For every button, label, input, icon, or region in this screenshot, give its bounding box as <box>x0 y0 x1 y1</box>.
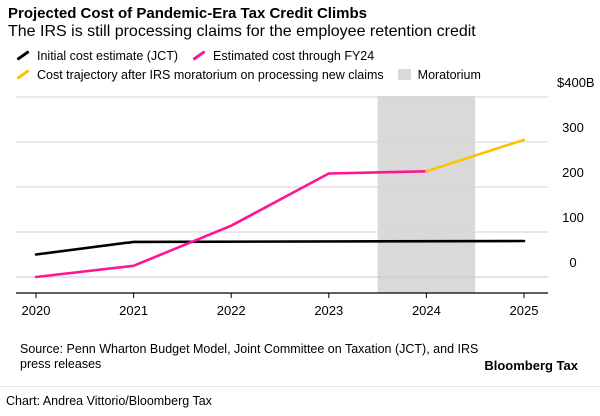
x-tick-label: 2023 <box>314 303 343 318</box>
legend-swatch-moratorium <box>397 69 411 80</box>
y-tick-label: 100 <box>562 210 584 225</box>
legend-item-fy24: Estimated cost through FY24 <box>192 49 374 63</box>
series-line-fy24 <box>34 170 428 279</box>
chart-title: Projected Cost of Pandemic-Era Tax Credi… <box>8 5 367 22</box>
series-line-jct <box>34 239 526 256</box>
legend-item-jct: Initial cost estimate (JCT) <box>16 49 178 63</box>
moratorium-band <box>377 96 476 293</box>
y-tick-label: 300 <box>562 120 584 135</box>
legend: Initial cost estimate (JCT) Estimated co… <box>16 46 591 84</box>
chart-card: Projected Cost of Pandemic-Era Tax Credi… <box>0 5 600 387</box>
series-line-trajectory <box>425 138 526 173</box>
x-tick-label: 2020 <box>22 303 51 318</box>
line-chart: $400B 300 200 100 0 2020 2021 2022 2023 2024 2025 <box>16 75 595 318</box>
y-tick-label: $400B <box>557 75 595 90</box>
y-tick-label: 0 <box>569 255 576 270</box>
legend-label-fy24: Estimated cost through FY24 <box>213 48 375 63</box>
brand-logo: Bloomberg Tax <box>484 358 578 373</box>
x-tick-label: 2021 <box>119 303 148 318</box>
x-tick-label: 2025 <box>510 303 539 318</box>
chart-subtitle: The IRS is still processing claims for t… <box>8 23 476 40</box>
x-tick-label: 2022 <box>217 303 246 318</box>
legend-label-trajectory: Cost trajectory after IRS moratorium on … <box>37 67 384 82</box>
legend-label-jct: Initial cost estimate (JCT) <box>37 48 179 63</box>
chart-credit: Chart: Andrea Vittorio/Bloomberg Tax <box>6 394 212 408</box>
legend-label-moratorium: Moratorium <box>417 67 481 82</box>
y-tick-label: 200 <box>562 165 584 180</box>
legend-item-moratorium: Moratorium <box>397 67 481 82</box>
source-note: Source: Penn Wharton Budget Model, Joint… <box>20 342 479 371</box>
x-tick-label: 2024 <box>412 303 441 318</box>
legend-item-trajectory: Cost trajectory after IRS moratorium on … <box>16 68 384 82</box>
